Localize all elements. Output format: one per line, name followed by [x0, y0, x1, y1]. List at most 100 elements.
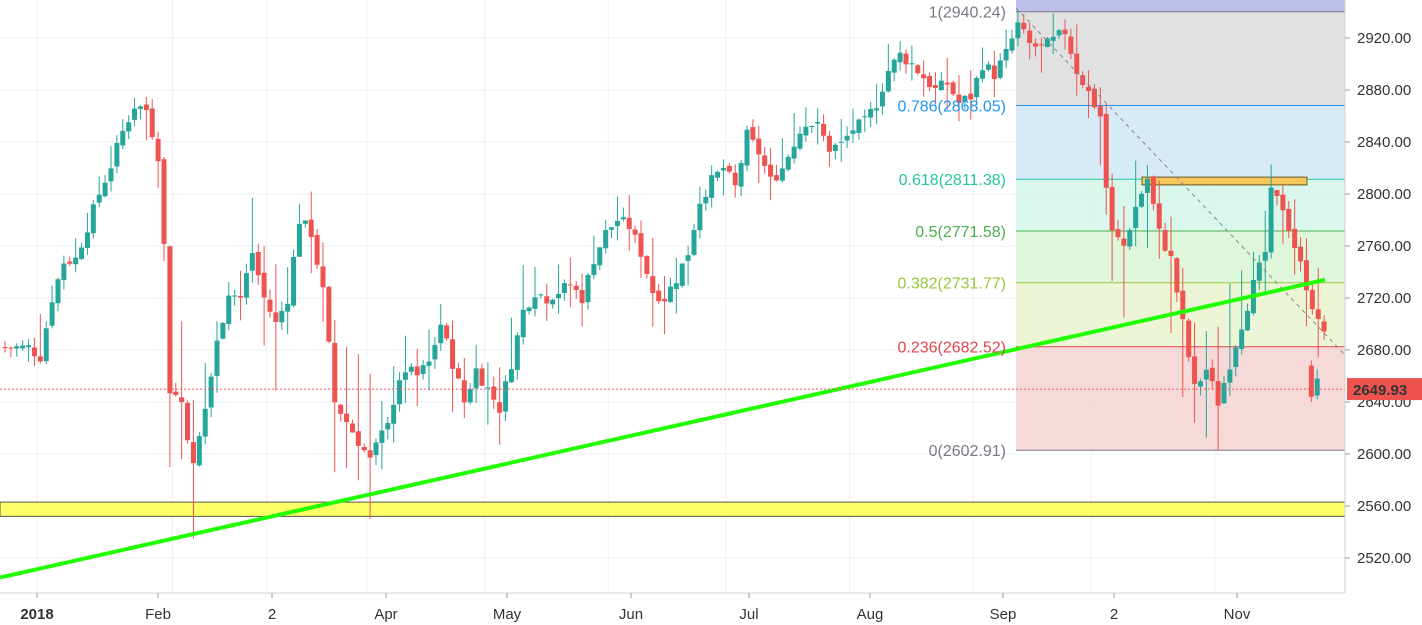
candle-body	[332, 342, 338, 403]
candle-body	[2, 347, 8, 349]
candle-body	[744, 129, 750, 166]
candle-body	[1321, 321, 1327, 332]
candle-body	[308, 219, 314, 238]
candle-body	[1239, 329, 1245, 349]
candle-body	[815, 121, 821, 124]
candle-body	[691, 230, 697, 255]
fib-level-label: 0.5(2771.58)	[915, 224, 1006, 241]
price-tick-label: 2800.00	[1357, 186, 1411, 203]
candle-body	[485, 387, 491, 389]
candle-body	[732, 172, 738, 186]
price-tick-label: 2560.00	[1357, 498, 1411, 515]
candle-body	[261, 272, 267, 298]
candle-body	[715, 171, 721, 178]
candle-body	[667, 286, 673, 302]
resistance-zone	[1141, 176, 1308, 186]
candle-body	[726, 165, 732, 172]
candle-body	[1221, 383, 1227, 404]
last-price-label: 2649.93	[1353, 382, 1407, 399]
candle-body	[526, 307, 532, 312]
candle-body	[1315, 309, 1321, 319]
candle-body	[874, 108, 880, 111]
candle-body	[1303, 260, 1309, 291]
candle-body	[915, 65, 921, 74]
candle-body	[444, 325, 450, 339]
time-tick-label: Apr	[374, 606, 397, 623]
candle-body	[797, 133, 803, 149]
candle-body	[355, 431, 361, 446]
candle-body	[285, 303, 291, 312]
time-tick-label: Nov	[1224, 606, 1251, 623]
candle-body	[420, 365, 426, 375]
candle-body	[1197, 381, 1203, 387]
time-axis[interactable]: 2018 Feb 2 Apr May Jun Jul Aug Sep 2 Nov	[0, 592, 1422, 625]
candle-body	[856, 119, 862, 133]
candle-body	[1044, 38, 1050, 48]
candle-body	[756, 138, 762, 155]
candle-body	[1256, 262, 1262, 281]
candle-body	[55, 279, 61, 304]
candle-body	[84, 232, 90, 248]
candle-body	[1180, 290, 1186, 320]
candle-body	[491, 386, 497, 400]
candle-body	[1133, 206, 1139, 228]
candle-body	[673, 283, 679, 290]
time-tick-label: Feb	[145, 606, 171, 623]
fib-band-top	[1016, 0, 1345, 12]
candle-body	[167, 246, 173, 394]
candle-body	[785, 156, 791, 170]
candle-body	[137, 106, 143, 109]
candle-body	[8, 347, 14, 349]
candle-body	[1062, 29, 1068, 35]
fibonacci-retracement	[1016, 0, 1345, 451]
candle-body	[361, 446, 367, 451]
time-tick-label: May	[493, 606, 522, 623]
candle-body	[879, 91, 885, 107]
price-axis[interactable]: 2520.002560.002600.002640.002680.002720.…	[1344, 0, 1422, 625]
candle-body	[614, 220, 620, 227]
candle-body	[1074, 53, 1080, 74]
candle-body	[273, 312, 279, 323]
candle-body	[626, 217, 632, 230]
candle-body	[126, 122, 132, 132]
candle-body	[508, 369, 514, 383]
time-tick-label: Aug	[857, 606, 884, 623]
candle-body	[620, 217, 626, 220]
candle-body	[932, 85, 938, 88]
candle-body	[1168, 250, 1174, 256]
candle-body	[503, 381, 509, 412]
candle-body	[296, 223, 302, 257]
candle-body	[944, 82, 950, 85]
candle-body	[397, 380, 403, 405]
time-tick-label: Jun	[619, 606, 643, 623]
candle-body	[455, 368, 461, 379]
candle-body	[379, 430, 385, 443]
candle-body	[155, 138, 161, 162]
price-tick-label: 2840.00	[1357, 134, 1411, 151]
candle-body	[1292, 228, 1298, 248]
candle-body	[1127, 230, 1133, 247]
candle-body	[1262, 252, 1268, 261]
candle-body	[1227, 369, 1233, 383]
candle-body	[703, 196, 709, 204]
candle-body	[1091, 88, 1097, 108]
time-axis-background	[0, 593, 1422, 625]
candle-body	[1009, 38, 1015, 51]
candle-body	[750, 127, 756, 140]
candle-body	[26, 345, 32, 348]
price-axis-background	[1345, 0, 1422, 625]
last-price-badge	[1347, 378, 1422, 401]
candle-body	[1233, 347, 1239, 368]
candle-body	[37, 356, 43, 362]
candle-body	[426, 361, 432, 366]
candle-body	[1121, 238, 1127, 246]
candle-body	[997, 60, 1003, 78]
price-tick-label: 2920.00	[1357, 30, 1411, 47]
price-tick-label: 2720.00	[1357, 290, 1411, 307]
candle-body	[520, 309, 526, 338]
candle-body	[791, 146, 797, 159]
candle-body	[927, 76, 933, 88]
candle-body	[1144, 178, 1150, 193]
fib-band	[1016, 346, 1345, 451]
